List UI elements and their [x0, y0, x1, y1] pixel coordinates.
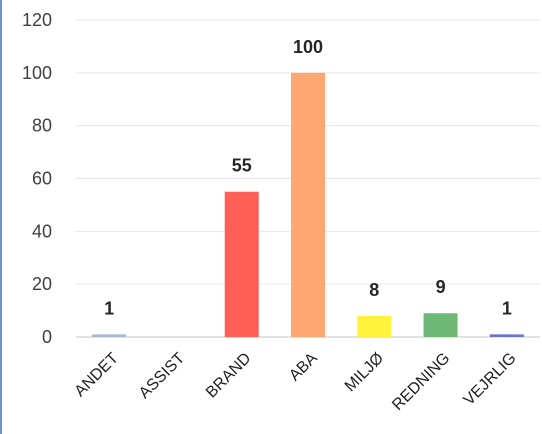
x-tick-label: VEJRLIG	[461, 350, 520, 409]
data-label: 1	[104, 298, 114, 318]
bar-redning	[423, 313, 458, 337]
y-tick-label: 80	[32, 116, 52, 136]
data-label: 8	[369, 280, 379, 300]
bar-vejrlig	[489, 334, 524, 337]
y-axis: 0 20 40 60 80 100 120	[22, 10, 52, 347]
data-label: 9	[436, 277, 446, 297]
gridlines	[76, 19, 540, 285]
data-label: 55	[232, 156, 252, 176]
x-tick-label: REDNING	[389, 350, 453, 414]
x-tick-label: MILJØ	[342, 350, 387, 395]
x-tick-label: ASSIST	[136, 350, 188, 402]
y-tick-label: 20	[32, 274, 52, 294]
bar-brand	[224, 191, 259, 337]
bar-aba	[291, 72, 325, 337]
y-tick-label: 100	[22, 63, 52, 83]
y-tick-label: 60	[32, 169, 52, 189]
x-axis: ANDET ASSIST BRAND ABA MILJØ REDNING VEJRLIG	[72, 350, 520, 414]
x-tick-label: ABA	[286, 350, 321, 385]
data-labels: 1 55 100 8 9 1	[104, 37, 512, 319]
x-tick-label: ANDET	[72, 350, 123, 401]
data-label: 1	[502, 298, 512, 318]
data-label: 100	[293, 37, 323, 57]
y-tick-label: 120	[22, 10, 52, 30]
bars	[92, 72, 524, 337]
x-tick-label: BRAND	[203, 350, 255, 402]
y-tick-label: 0	[42, 327, 52, 347]
bar-andet	[92, 334, 127, 337]
frame-left-border	[0, 0, 2, 434]
bar-miljø	[357, 315, 392, 337]
y-tick-label: 40	[32, 221, 52, 241]
